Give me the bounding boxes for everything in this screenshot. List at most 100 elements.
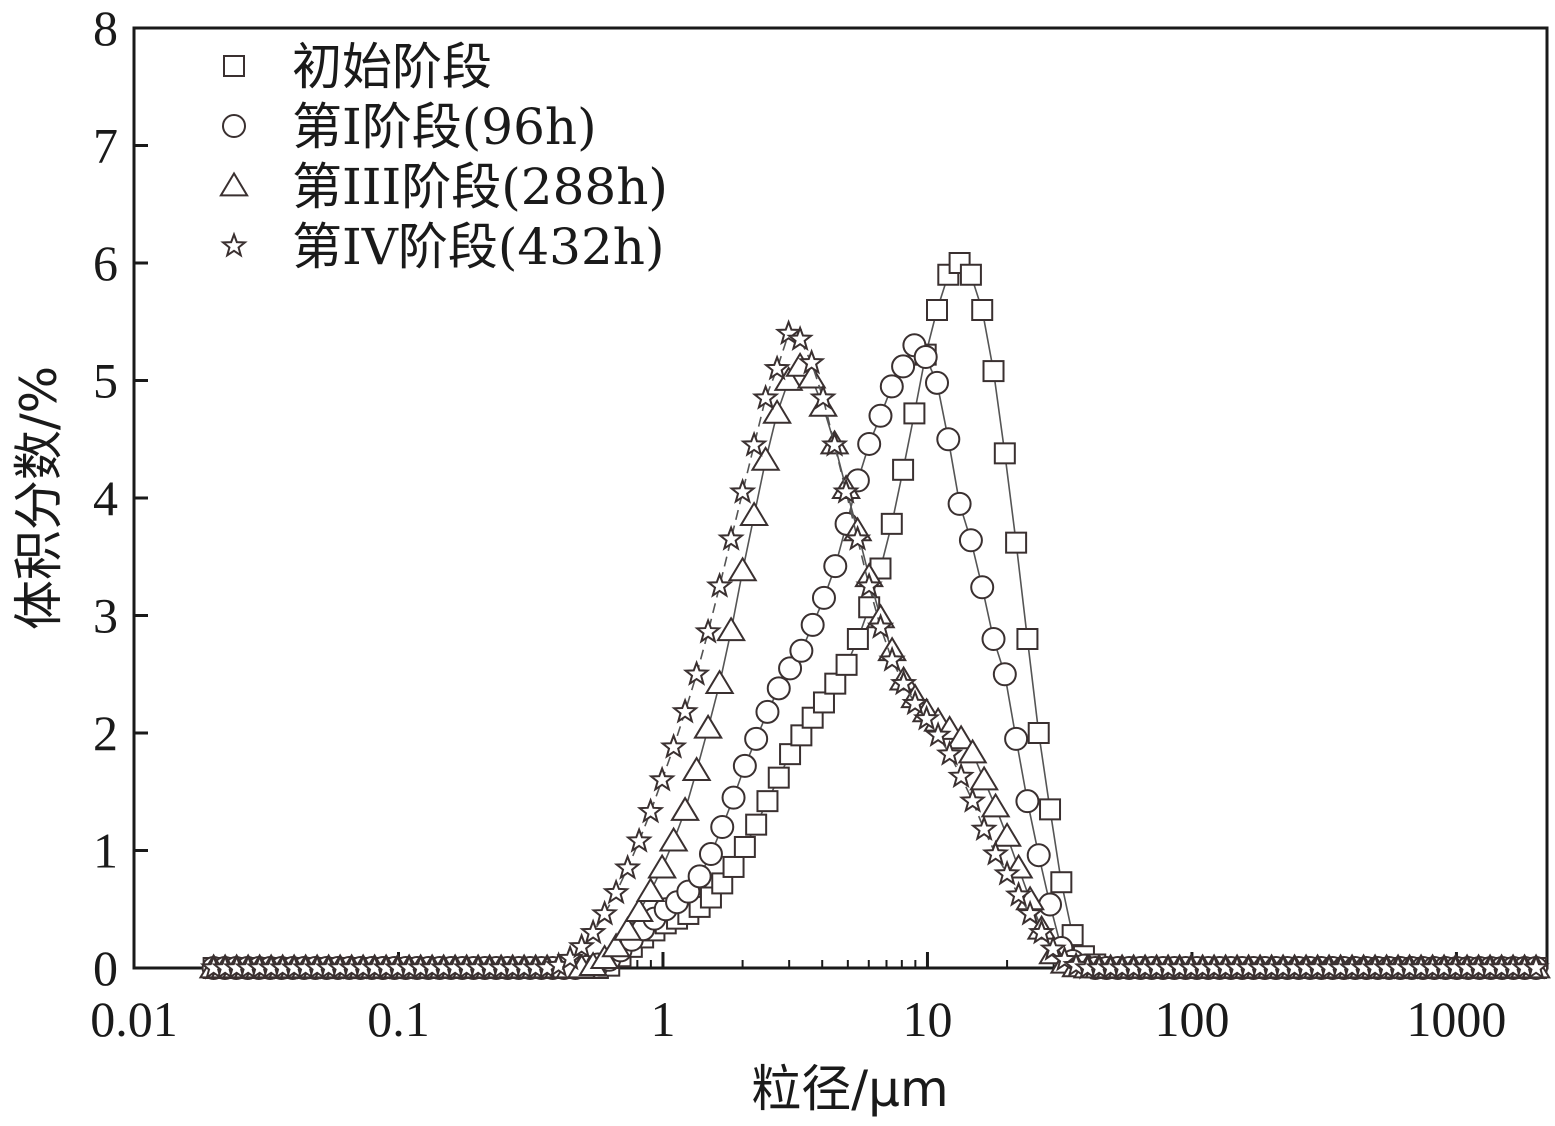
- star-marker: [947, 762, 975, 789]
- triangle-marker: [739, 501, 769, 526]
- star-marker: [579, 918, 607, 945]
- y-tick-label: 4: [93, 470, 118, 526]
- star-marker: [613, 853, 642, 880]
- circle-marker: [913, 345, 938, 369]
- triangle-marker: [219, 171, 249, 197]
- star-marker: [855, 571, 883, 598]
- series-group: [199, 319, 1550, 980]
- circle-marker: [766, 676, 791, 701]
- triangle-marker: [681, 756, 712, 781]
- star-marker: [958, 786, 987, 813]
- star-marker: [820, 430, 849, 457]
- circle-marker: [823, 554, 848, 579]
- star-marker: [797, 348, 826, 375]
- star-marker: [889, 669, 918, 696]
- triangle-marker: [635, 877, 666, 902]
- square-marker: [959, 263, 982, 286]
- circle-marker: [687, 864, 712, 889]
- star-marker: [717, 524, 745, 551]
- square-marker: [835, 653, 858, 676]
- square-marker: [971, 299, 994, 321]
- circle-marker: [891, 354, 916, 379]
- circle-marker: [925, 370, 950, 395]
- series-line: [213, 365, 1537, 969]
- triangle-marker: [658, 826, 689, 852]
- triangle-marker: [716, 616, 746, 642]
- triangle-marker: [601, 932, 631, 958]
- legend-entry: 第I阶段(96h): [292, 98, 597, 156]
- triangle-marker: [647, 853, 677, 879]
- circle-marker: [958, 528, 983, 553]
- y-tick-label: 7: [93, 118, 118, 174]
- star-marker: [636, 797, 665, 824]
- square-marker: [846, 628, 869, 650]
- triangle-marker: [612, 915, 643, 941]
- x-tick-label: 0.01: [90, 991, 178, 1047]
- star-marker: [705, 571, 734, 598]
- star-marker: [866, 612, 895, 639]
- legend-entry: 第III阶段(288h): [292, 158, 668, 216]
- circle-marker: [1015, 789, 1040, 814]
- star-marker: [1027, 918, 1056, 945]
- star-marker: [602, 878, 630, 905]
- star-marker: [751, 383, 780, 410]
- star-marker: [682, 659, 711, 686]
- triangle-marker: [773, 366, 804, 391]
- series-group: [201, 333, 1549, 980]
- square-marker: [1039, 798, 1062, 821]
- y-tick-label: 1: [93, 823, 118, 879]
- circle-marker: [936, 427, 961, 452]
- triangle-marker: [670, 796, 700, 821]
- square-marker: [903, 402, 926, 425]
- triangle-marker: [750, 445, 781, 471]
- star-marker: [625, 826, 653, 853]
- star-marker: [901, 689, 929, 716]
- star-marker: [1016, 899, 1044, 926]
- x-tick-label: 100: [1154, 991, 1229, 1047]
- star-marker: [786, 325, 814, 352]
- circle-marker: [778, 656, 803, 681]
- y-tick-label: 8: [93, 0, 118, 56]
- circle-marker: [811, 585, 836, 610]
- circle-marker: [222, 114, 246, 138]
- triangle-marker: [946, 724, 976, 750]
- triangle-marker: [980, 792, 1011, 818]
- triangle-marker: [727, 556, 758, 582]
- x-tick-label: 0.1: [367, 991, 430, 1047]
- star-marker: [935, 739, 964, 766]
- square-marker: [779, 743, 802, 766]
- square-marker: [1016, 628, 1039, 650]
- circle-marker: [789, 638, 814, 663]
- star-marker: [220, 231, 248, 258]
- square-marker: [711, 872, 734, 895]
- star-marker: [590, 899, 619, 926]
- star-marker: [567, 932, 596, 959]
- star-marker: [809, 383, 837, 410]
- star-marker: [912, 704, 941, 731]
- circle-marker: [879, 374, 904, 399]
- circle-marker: [698, 842, 723, 867]
- circle-marker: [800, 612, 825, 637]
- y-tick-label: 0: [93, 940, 118, 996]
- square-marker: [1050, 871, 1073, 894]
- star-marker: [924, 720, 952, 747]
- star-marker: [740, 430, 768, 457]
- square-marker: [1005, 531, 1028, 554]
- x-tick-label: 1: [650, 991, 675, 1047]
- circle-marker: [947, 491, 972, 516]
- circle-marker: [732, 753, 757, 778]
- triangle-marker: [992, 821, 1022, 847]
- star-marker: [878, 645, 906, 672]
- star-marker: [763, 354, 791, 381]
- circle-marker: [1038, 892, 1063, 917]
- star-marker: [1050, 945, 1079, 972]
- circle-marker: [970, 575, 995, 600]
- triangle-marker: [969, 765, 999, 791]
- circle-marker: [992, 662, 1017, 687]
- star-marker: [993, 859, 1021, 886]
- x-tick-label: 1000: [1406, 991, 1506, 1047]
- triangle-marker: [624, 897, 654, 922]
- square-marker: [982, 360, 1005, 383]
